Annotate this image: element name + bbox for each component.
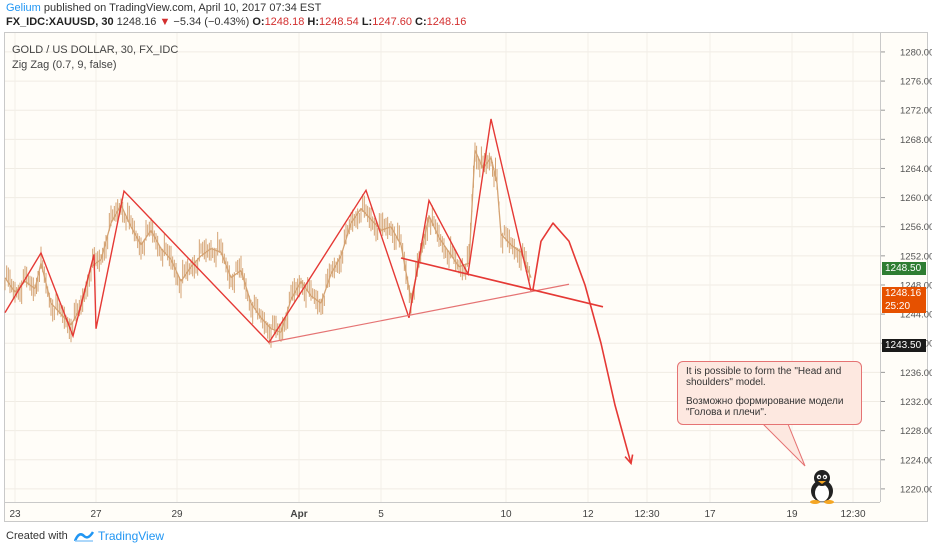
y-tick-label: 1232.00 [900,397,932,408]
y-tick-label: 1272.00 [900,106,932,117]
x-tick-label: Apr [290,509,307,520]
published-text: published on TradingView.com, April 10, … [43,2,322,14]
callout-text-en: It is possible to form the "Head and sho… [686,366,842,388]
trendlines [268,222,806,467]
x-tick-label: 27 [90,509,102,520]
zigzag-line [4,118,532,344]
change-arrow-icon: ▼ [159,16,171,28]
time-axis-border [4,502,880,503]
x-tick-label: 10 [500,509,512,520]
y-tick-label: 1260.00 [900,193,932,204]
x-tick-label: 23 [9,509,21,520]
y-tick-label: 1280.00 [900,47,932,58]
y-tick-label: 1252.00 [900,251,932,262]
y-tick-label: 1224.00 [900,455,932,466]
annotation-callout[interactable]: It is possible to form the "Head and sho… [677,361,862,425]
symbol-label: FX_IDC:XAUUSD, 30 [6,16,114,28]
x-tick-label: 29 [171,509,183,520]
legend-indicator[interactable]: Zig Zag (0.7, 9, false) [12,59,117,71]
high-value: 1248.54 [319,16,359,28]
legend-title[interactable]: GOLD / US DOLLAR, 30, FX_IDC [12,44,179,56]
open-value: 1248.18 [264,16,305,28]
last-price: 1248.16 [116,16,157,28]
y-tick-label: 1268.00 [900,135,932,146]
close-value: 1248.16 [426,16,467,28]
y-tick-label: 1220.00 [900,484,932,495]
tradingview-brand[interactable]: TradingView [98,529,165,543]
shoulder-line [400,257,604,308]
symbol-legend: GOLD / US DOLLAR, 30, FX_IDC Zig Zag (0.… [12,43,178,73]
high-label: H: [307,16,319,28]
x-tick-label: 12:30 [634,509,659,520]
zigzag-indicator [4,118,532,344]
change-value: −5.34 (−0.43%) [173,16,250,28]
open-label: O: [252,16,265,28]
price-tag-crosshair: 1243.50 [882,339,926,352]
publisher-line: Gelium published on TradingView.com, Apr… [6,1,321,16]
y-tick-label: 1236.00 [900,368,932,379]
close-label: C: [415,16,427,28]
low-label: L: [361,16,373,28]
x-tick-label: 12:30 [840,509,865,520]
callout-text-ru: Возможно формирование модели "Голова и п… [686,396,844,418]
x-tick-label: 12 [582,509,594,520]
footer-bar: Created with TradingView [0,522,932,550]
created-with-text: Created with [6,530,68,542]
y-tick-label: 1228.00 [900,426,932,437]
x-tick-label: 19 [786,509,798,520]
y-tick-label: 1256.00 [900,222,932,233]
x-tick-label: 17 [704,509,716,520]
projection-path [532,222,632,464]
penguin-icon [810,470,834,504]
y-tick-label: 1264.00 [900,164,932,175]
low-value: 1247.60 [372,16,412,28]
tradingview-logo-icon[interactable] [74,530,94,542]
x-tick-label: 5 [378,509,384,520]
price-tag-last: 1248.16 [882,287,926,300]
y-tick-label: 1244.00 [900,310,932,321]
quote-line: FX_IDC:XAUUSD, 30 1248.16 ▼ −5.34 (−0.43… [6,15,466,30]
price-tag-bid: 1248.50 [882,262,926,275]
neckline [268,283,570,344]
y-tick-label: 1248.00 [900,280,932,291]
y-tick-label: 1276.00 [900,77,932,88]
price-tag-countdown: 25:20 [882,300,926,313]
header-bar: Gelium published on TradingView.com, Apr… [0,0,932,32]
publisher-name[interactable]: Gelium [6,2,41,14]
price-axis-border [880,32,881,502]
price-line [4,149,532,333]
time-axis-ticks: 23 27 29 Apr 5 10 12 12:30 17 19 12:30 [9,509,866,520]
projection-arrowhead [624,454,634,466]
